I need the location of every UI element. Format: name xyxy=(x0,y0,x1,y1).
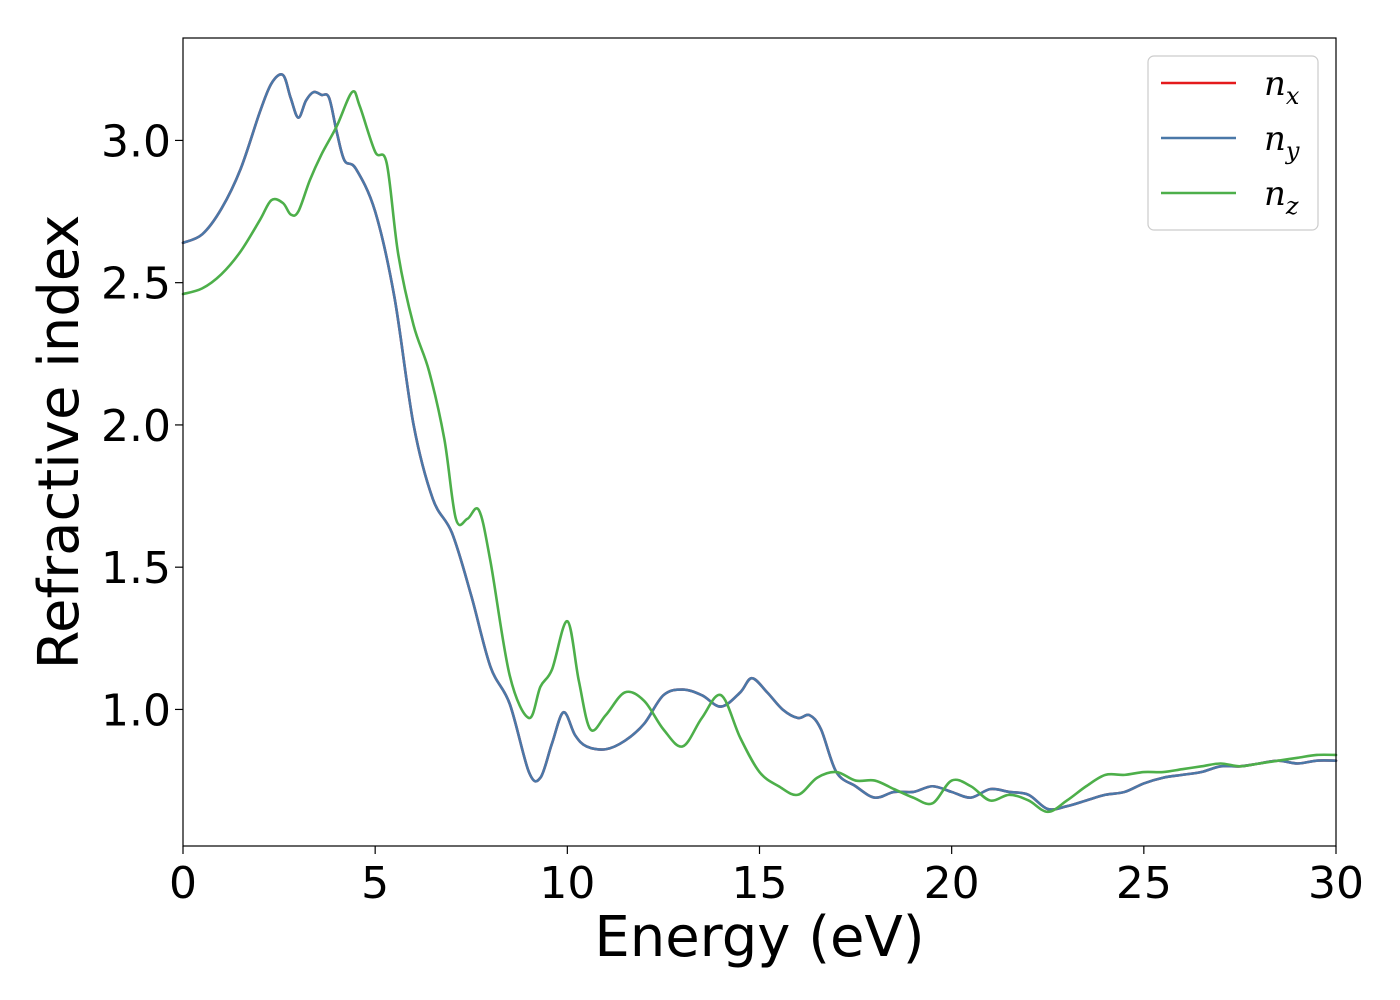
y-axis-ticks: 1.0 1.5 2.0 2.5 3.0 xyxy=(101,116,183,736)
x-axis-label: Energy (eV) xyxy=(594,905,924,970)
y-axis-label: Refractive index xyxy=(27,215,92,670)
x-tick-label: 15 xyxy=(732,858,788,909)
legend-label-base: n xyxy=(1264,64,1286,104)
x-tick-label: 10 xyxy=(539,858,595,909)
x-axis-ticks: 0 5 10 15 20 25 30 xyxy=(169,846,1364,909)
series-line-nz xyxy=(181,90,1338,814)
y-tick-label: 2.0 xyxy=(101,401,171,452)
legend-label-subscript: z xyxy=(1285,192,1299,220)
x-tick-label: 25 xyxy=(1116,858,1172,909)
plot-lines xyxy=(181,73,1338,814)
legend-label-subscript: x xyxy=(1286,82,1300,110)
y-tick-label: 1.5 xyxy=(101,543,171,594)
y-tick-label: 1.0 xyxy=(101,685,171,736)
x-tick-label: 30 xyxy=(1308,858,1364,909)
legend-box xyxy=(1147,55,1319,231)
legend-label-subscript: y xyxy=(1285,137,1300,165)
x-tick-label: 0 xyxy=(169,858,197,909)
series-line-ny xyxy=(181,73,1338,811)
x-tick-label: 5 xyxy=(361,858,389,909)
legend-label-nx: nx xyxy=(1264,64,1300,110)
y-tick-label: 3.0 xyxy=(101,116,171,167)
legend-label-base: n xyxy=(1264,174,1286,214)
legend-label-base: n xyxy=(1264,119,1286,159)
x-tick-label: 20 xyxy=(924,858,980,909)
legend-label-ny: ny xyxy=(1264,119,1300,165)
y-tick-label: 2.5 xyxy=(101,259,171,310)
legend-label-nz: nz xyxy=(1264,174,1299,220)
